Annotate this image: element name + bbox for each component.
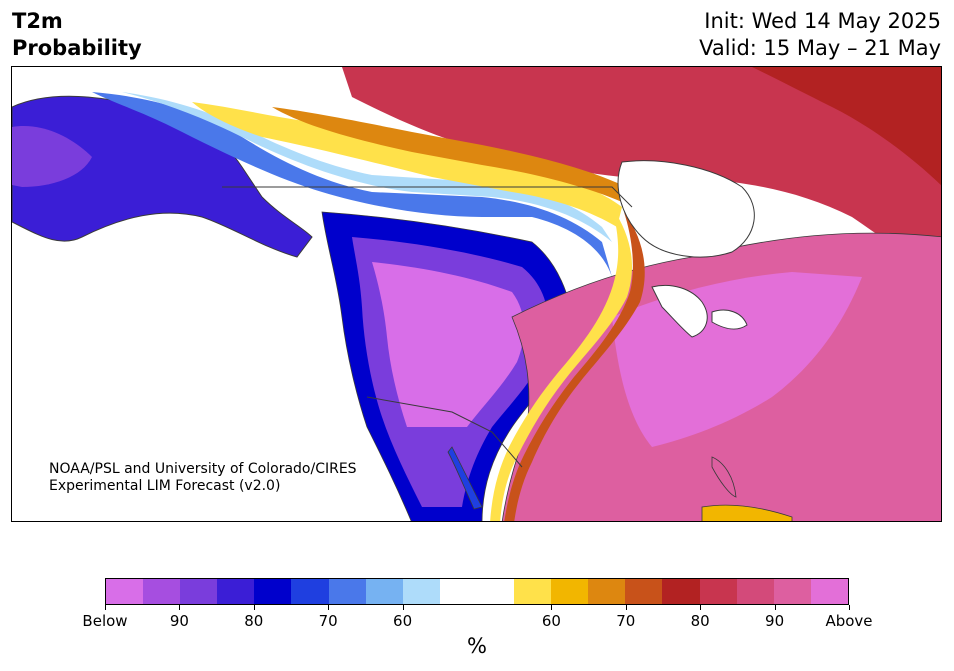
colorbar-tickmark bbox=[179, 605, 181, 610]
colorbar-segment bbox=[180, 579, 218, 604]
colorbar-segment bbox=[662, 579, 700, 604]
canada-orange bbox=[272, 107, 622, 202]
colorbar-tickmark bbox=[849, 605, 850, 610]
great-lakes bbox=[651, 284, 748, 338]
colorbar-segment bbox=[514, 579, 552, 604]
colorbar-tick-label: 70 bbox=[318, 612, 338, 630]
colorbar-tick-label: 60 bbox=[541, 612, 561, 630]
canada-yellow bbox=[192, 102, 622, 227]
colorbar-tick-label: Above bbox=[825, 612, 873, 630]
colorbar-segment bbox=[699, 579, 737, 604]
colorbar-tickmark bbox=[105, 605, 106, 610]
colorbar-tickmark bbox=[328, 605, 330, 610]
us-mexico-border bbox=[366, 396, 523, 468]
forecast-dates: Init: Wed 14 May 2025 Valid: 15 May – 21… bbox=[699, 8, 941, 62]
credit-line-2: Experimental LIM Forecast (v2.0) bbox=[49, 478, 281, 494]
colorbar-segment bbox=[736, 579, 774, 604]
colorbar-segment bbox=[106, 579, 144, 604]
hudson-bay bbox=[617, 160, 755, 258]
credit-line-1: NOAA/PSL and University of Colorado/CIRE… bbox=[49, 461, 357, 477]
colorbar-segment bbox=[476, 579, 515, 604]
colorbar-tickmark bbox=[551, 605, 553, 610]
colorbar-segment bbox=[588, 579, 626, 604]
colorbar-tickmark bbox=[700, 605, 702, 610]
colorbar-segment bbox=[217, 579, 255, 604]
colorbar-tickmark bbox=[625, 605, 627, 610]
probability-colorbar bbox=[105, 578, 849, 605]
colorbar-segment bbox=[810, 579, 848, 604]
colorbar-tick-label: Below bbox=[82, 612, 128, 630]
arctic-red bbox=[752, 67, 941, 186]
valid-range: Valid: 15 May – 21 May bbox=[699, 36, 941, 60]
warm-front-yellow bbox=[490, 207, 632, 521]
cool-band-1 bbox=[92, 92, 612, 277]
colorbar-segment bbox=[625, 579, 663, 604]
warm-front-orange bbox=[504, 212, 645, 521]
colorbar-segment bbox=[143, 579, 181, 604]
colorbar-tickmark bbox=[774, 605, 776, 610]
title-line-2: Probability bbox=[12, 36, 142, 60]
colorbar-segment bbox=[402, 579, 440, 604]
west-magenta bbox=[372, 262, 524, 427]
probability-map bbox=[11, 66, 942, 522]
colorbar-segment bbox=[439, 579, 477, 604]
colorbar-segment bbox=[365, 579, 403, 604]
colorbar-tickmark bbox=[402, 605, 404, 610]
colorbar-tick-label: 80 bbox=[244, 612, 264, 630]
map-title: T2m Probability bbox=[12, 8, 142, 62]
colorbar-tickmark bbox=[253, 605, 255, 610]
colorbar-tick-label: 90 bbox=[169, 612, 189, 630]
colorbar-segment bbox=[773, 579, 811, 604]
alaska-inner bbox=[12, 126, 92, 187]
florida bbox=[711, 456, 737, 498]
map-canvas bbox=[12, 67, 941, 521]
colorbar-segment bbox=[254, 579, 292, 604]
colorbar-unit: % bbox=[467, 634, 487, 658]
colorbar-segment bbox=[551, 579, 589, 604]
baja bbox=[447, 446, 483, 510]
colorbar-tick-label: 80 bbox=[690, 612, 710, 630]
title-line-1: T2m bbox=[12, 9, 63, 33]
colorbar-tick-label: 60 bbox=[393, 612, 413, 630]
colorbar-segment bbox=[328, 579, 366, 604]
cuba bbox=[701, 504, 793, 521]
colorbar-segment bbox=[291, 579, 329, 604]
us-canada-border bbox=[222, 186, 633, 208]
credit-text: NOAA/PSL and University of Colorado/CIRE… bbox=[49, 461, 357, 495]
colorbar-tick-label: 90 bbox=[765, 612, 785, 630]
init-date: Init: Wed 14 May 2025 bbox=[704, 9, 941, 33]
colorbar-tick-label: 70 bbox=[616, 612, 636, 630]
